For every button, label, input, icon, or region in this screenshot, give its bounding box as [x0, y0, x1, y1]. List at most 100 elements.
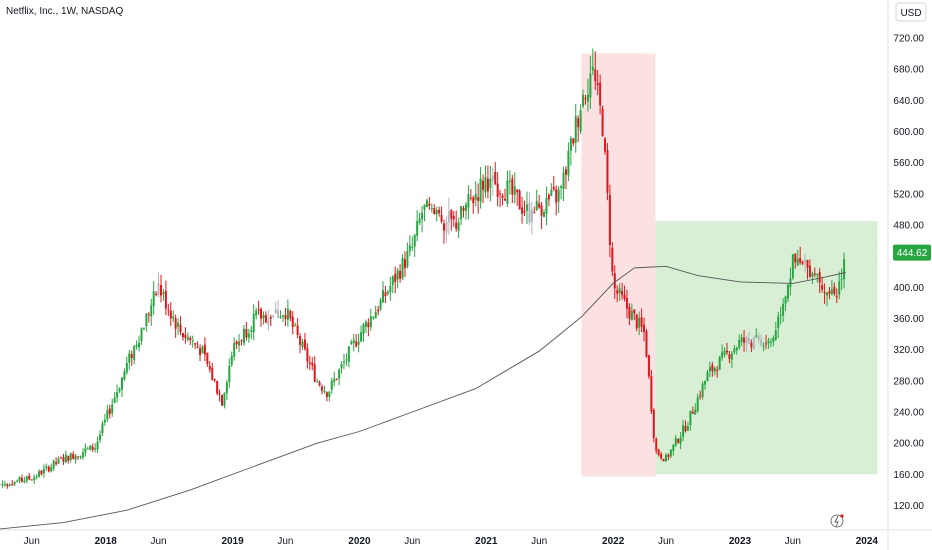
- candle: [184, 327, 187, 344]
- candle: [562, 166, 565, 202]
- candle: [464, 201, 467, 220]
- candle: [125, 356, 128, 376]
- candle: [674, 434, 677, 447]
- candle: [733, 345, 736, 355]
- y-tick-label: 600.00: [893, 127, 924, 138]
- candle: [360, 325, 363, 343]
- candle: [57, 456, 60, 465]
- candle: [540, 201, 543, 229]
- candle: [472, 195, 475, 214]
- candle: [838, 271, 841, 300]
- candle: [11, 479, 14, 486]
- candle: [533, 206, 536, 214]
- candle: [269, 314, 272, 327]
- y-tick-label: 120.00: [893, 501, 924, 512]
- candle: [218, 389, 221, 402]
- candle: [23, 476, 26, 484]
- y-tick-label: 640.00: [893, 96, 924, 107]
- candle: [260, 307, 263, 327]
- candle: [467, 185, 470, 220]
- candle: [455, 210, 458, 232]
- candle: [652, 408, 655, 443]
- candle: [503, 188, 506, 201]
- candle: [330, 377, 333, 394]
- candle: [352, 334, 355, 352]
- candle: [89, 445, 92, 451]
- candle: [591, 48, 594, 76]
- candle: [543, 209, 546, 218]
- candle: [833, 282, 836, 296]
- candle: [682, 419, 685, 441]
- candle: [694, 403, 697, 415]
- candle: [225, 379, 228, 400]
- candle: [582, 89, 585, 109]
- candle: [611, 242, 614, 276]
- candle: [247, 329, 250, 343]
- currency-button[interactable]: USD: [895, 2, 927, 22]
- candle: [316, 378, 319, 383]
- candle: [357, 333, 360, 353]
- candle: [808, 259, 811, 279]
- candle: [772, 335, 775, 347]
- candle: [791, 253, 794, 280]
- candle: [118, 387, 121, 393]
- candle: [484, 165, 487, 198]
- candle: [840, 268, 843, 291]
- candle: [752, 335, 755, 350]
- candle: [157, 272, 160, 298]
- candle: [782, 298, 785, 323]
- candles-layer: [0, 48, 846, 489]
- x-tick-label: Jun: [151, 536, 167, 547]
- red-zone: [581, 53, 656, 477]
- candle: [303, 332, 306, 351]
- y-tick-label: 680.00: [893, 65, 924, 76]
- candle: [650, 369, 653, 414]
- candle: [443, 219, 445, 244]
- candle: [40, 470, 43, 476]
- lightning-icon[interactable]: [830, 514, 844, 528]
- candle: [74, 453, 77, 464]
- candle: [696, 393, 699, 413]
- candle: [813, 267, 816, 278]
- candle: [13, 481, 16, 487]
- candle: [103, 413, 106, 426]
- candle: [94, 443, 97, 453]
- candle: [713, 366, 716, 376]
- candle: [796, 249, 799, 267]
- candle: [528, 192, 531, 226]
- candle: [386, 289, 389, 296]
- candle: [672, 444, 675, 456]
- candle: [286, 299, 289, 327]
- x-tick-label: Jun: [531, 536, 547, 547]
- candle: [196, 341, 199, 349]
- candle: [489, 165, 492, 202]
- candle: [767, 337, 770, 349]
- candle: [228, 358, 231, 388]
- candle: [45, 463, 48, 471]
- candle: [138, 335, 141, 352]
- candle: [108, 404, 111, 419]
- candle: [335, 378, 338, 381]
- candle: [496, 172, 499, 207]
- candle: [625, 289, 628, 319]
- candle: [223, 392, 226, 409]
- candle: [142, 327, 145, 331]
- candle: [645, 329, 648, 358]
- candle: [569, 135, 572, 166]
- candle: [516, 189, 519, 206]
- candle: [321, 384, 324, 395]
- candle: [786, 283, 789, 303]
- currency-label: USD: [900, 8, 921, 19]
- candle: [525, 191, 528, 225]
- candle: [20, 474, 23, 483]
- candle: [172, 310, 175, 323]
- candle: [828, 287, 831, 300]
- candle: [555, 185, 558, 216]
- candle: [242, 324, 245, 346]
- candle: [523, 200, 526, 216]
- candle: [711, 361, 714, 377]
- candle: [213, 378, 216, 383]
- candle: [660, 451, 663, 461]
- candle: [506, 170, 509, 208]
